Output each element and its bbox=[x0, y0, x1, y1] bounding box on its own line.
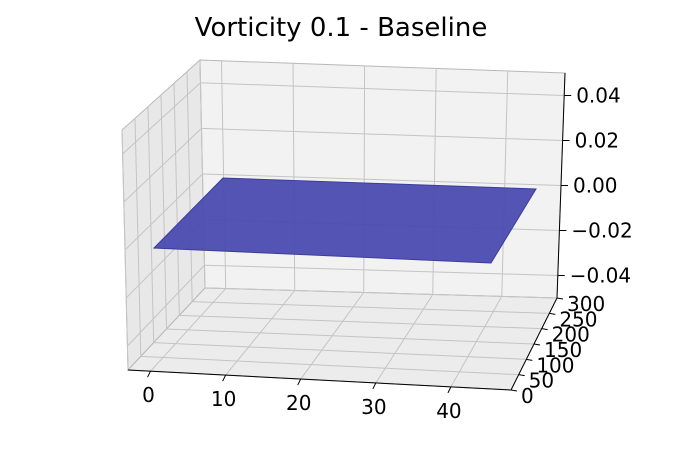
floor-pane bbox=[126, 287, 558, 391]
y-tick-mark bbox=[549, 312, 556, 315]
y-tick-mark bbox=[526, 358, 533, 361]
y-tick-mark bbox=[518, 374, 525, 377]
y-tick-label: 200 bbox=[552, 323, 590, 347]
z-tick-label: −0.04 bbox=[570, 264, 631, 288]
z-tick-label: 0.00 bbox=[573, 174, 618, 198]
z-tick-label: −0.02 bbox=[571, 219, 632, 243]
surface bbox=[152, 177, 537, 264]
z-grid-left-line bbox=[122, 82, 201, 155]
x-tick-mark bbox=[297, 378, 302, 386]
z-axis-line bbox=[556, 72, 566, 299]
z-grid-left-line bbox=[127, 264, 205, 347]
z-grid-back-line bbox=[202, 173, 562, 186]
x-tick-mark bbox=[147, 370, 151, 378]
z-grid-back-line bbox=[204, 264, 558, 276]
y-tick-mark bbox=[533, 343, 541, 346]
x-tick-label: 30 bbox=[361, 395, 386, 419]
z-tick-label: 0.04 bbox=[576, 84, 621, 108]
x-tick-mark bbox=[447, 386, 452, 394]
z-grid-left-line bbox=[124, 173, 203, 251]
x-tick-label: 40 bbox=[436, 399, 461, 423]
z-grid-back-line bbox=[200, 82, 565, 96]
y-tick-label: 250 bbox=[559, 307, 597, 331]
z-axis: 0.04 0.02 0.00 −0.02 −0.04 bbox=[556, 72, 633, 299]
x-tick-label: 10 bbox=[211, 387, 236, 411]
y-tick-label: 0 bbox=[521, 384, 534, 408]
z-grid-back-line bbox=[201, 127, 563, 141]
x-axis: 0 10 20 30 40 bbox=[127, 369, 512, 423]
y-grid-floor-line bbox=[192, 301, 550, 314]
z-tick-label: 0.02 bbox=[575, 129, 620, 153]
y-grid-floor-line bbox=[153, 342, 527, 360]
x-tick-mark bbox=[222, 374, 227, 382]
y-grid-floor-line bbox=[204, 287, 558, 299]
y-tick-label: 300 bbox=[567, 292, 605, 316]
x-tick-mark bbox=[372, 382, 377, 390]
y-grid-floor-line bbox=[166, 328, 535, 345]
y-tick-mark bbox=[510, 389, 518, 392]
z-grid-left-line bbox=[123, 128, 202, 203]
y-tick-mark bbox=[541, 328, 548, 331]
chart-title: Vorticity 0.1 - Baseline bbox=[195, 13, 488, 43]
y-tick-label: 50 bbox=[529, 369, 554, 393]
y-grid-floor-line bbox=[140, 355, 519, 376]
y-grid-floor-line bbox=[179, 314, 542, 330]
y-tick-label: 100 bbox=[536, 353, 574, 377]
y-axis-line bbox=[510, 297, 558, 391]
x-tick-label: 0 bbox=[142, 383, 155, 407]
x-tick-label: 20 bbox=[286, 391, 311, 415]
y-tick-mark bbox=[556, 297, 564, 300]
x-axis-line bbox=[127, 369, 512, 391]
y-tick-label: 150 bbox=[544, 338, 582, 362]
